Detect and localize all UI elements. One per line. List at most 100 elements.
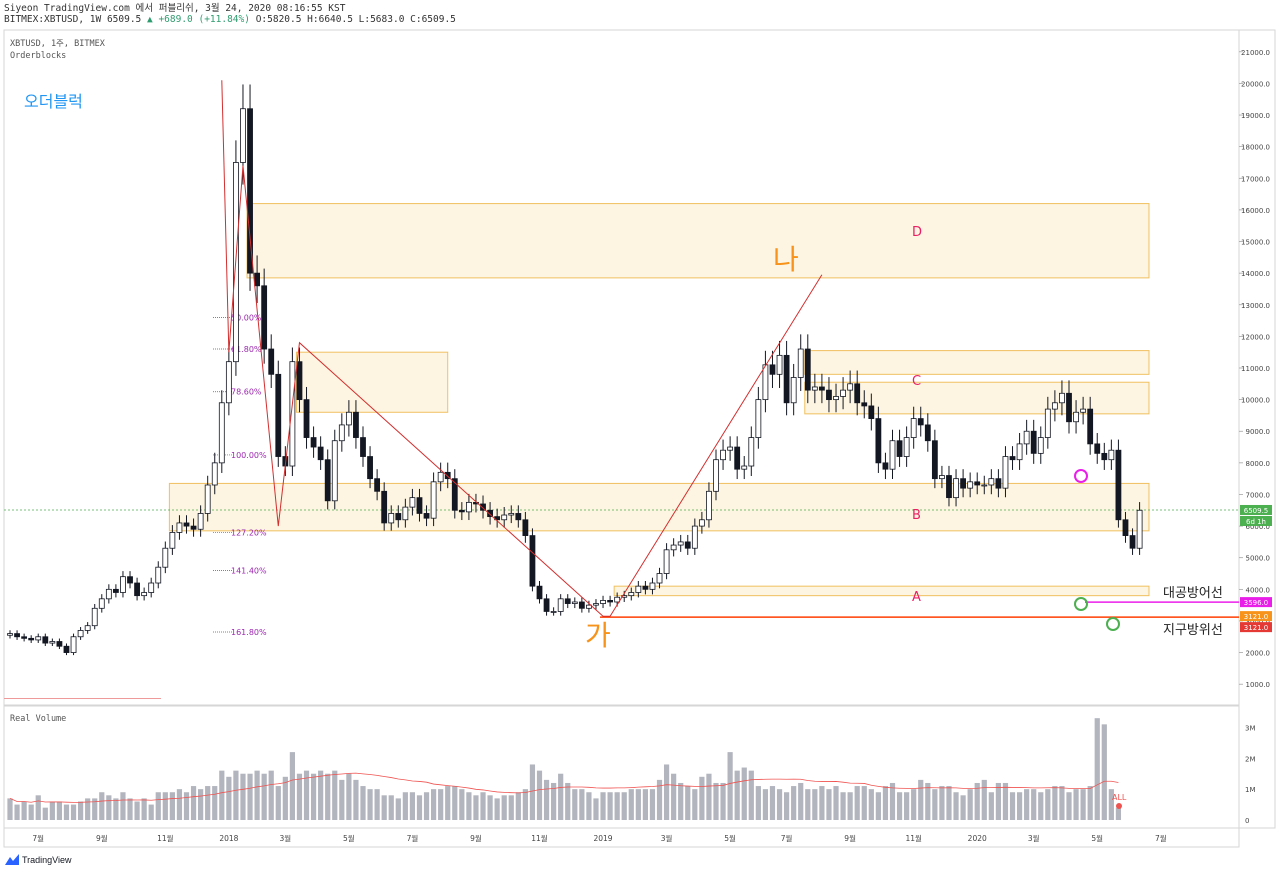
candle-body [1059, 392, 1065, 404]
volume-bar [1024, 789, 1030, 820]
candle-body [310, 437, 317, 448]
candle-body [1066, 392, 1072, 423]
volume-bar [558, 773, 564, 820]
volume-bar [346, 773, 352, 820]
candle-body [713, 459, 719, 492]
candle-body [903, 437, 910, 457]
candle-body [254, 272, 261, 287]
volume-bar [99, 792, 105, 820]
volume-bar [515, 792, 521, 820]
candle-body [487, 509, 493, 518]
candle-body [508, 513, 515, 516]
volume-bar [1038, 792, 1044, 820]
volume-bar [939, 786, 945, 820]
candle-body [642, 585, 649, 590]
time-tick-label: 9월 [470, 833, 482, 843]
candle-body [1044, 408, 1051, 438]
volume-bar [416, 795, 423, 820]
candle-body [480, 503, 486, 511]
candle-body [240, 108, 246, 163]
orderblock-zone [804, 350, 1150, 375]
candle-body [1108, 449, 1115, 461]
volume-legend[interactable]: Real Volume [10, 714, 66, 724]
candle-body [21, 636, 28, 639]
candle-body [416, 497, 423, 514]
time-tick-label: 11월 [157, 833, 174, 843]
defense-air-tag-text: 3596.0 [1244, 599, 1269, 607]
green-circle-marker [1074, 597, 1088, 611]
volume-bar [35, 795, 41, 820]
countdown-tag-text: 6d 1h [1246, 518, 1266, 526]
volume-bar [932, 789, 938, 820]
volume-bar [840, 792, 846, 820]
candle-body [1087, 408, 1094, 445]
candle-body [847, 383, 854, 391]
time-tick-label: 3월 [1028, 833, 1040, 843]
symbol-legend: XBTUSD, 1주, BITMEX [10, 39, 106, 49]
price-tick-label: 21000.0 [1241, 49, 1270, 57]
candle-body [353, 411, 359, 438]
price-tick-label: 4000.0 [1246, 586, 1271, 594]
candle-body [543, 598, 550, 612]
candle-body [727, 446, 734, 451]
candle-body [289, 361, 296, 467]
price-axis[interactable] [1238, 29, 1276, 829]
volume-bar [1087, 786, 1093, 820]
volume-bar [247, 773, 253, 820]
orange-level-tag [1240, 611, 1272, 622]
candle-body [155, 566, 162, 584]
volume-bar [911, 789, 917, 820]
candle-body [593, 603, 599, 606]
orderblock-zone [168, 482, 1150, 532]
volume-bar [988, 792, 994, 820]
all-dot [1116, 803, 1122, 809]
candle-body [656, 573, 663, 584]
volume-tick-label: 2M [1245, 755, 1256, 763]
volume-bar [183, 792, 190, 820]
volume-bar [889, 782, 896, 820]
candle-body [28, 637, 35, 641]
price-tick-label: 6000.0 [1246, 523, 1271, 531]
candle-body [56, 641, 63, 647]
time-tick-label: 2018 [219, 834, 238, 843]
zone-label-d: D [912, 225, 922, 240]
candles [7, 84, 1143, 656]
volume-bar [861, 786, 867, 820]
candle-body [317, 446, 324, 461]
volume-bar [459, 789, 465, 820]
candle-body [946, 475, 952, 499]
price-tick-label: 17000.0 [1241, 175, 1270, 183]
volume-bar [621, 792, 627, 820]
candle-body [338, 424, 345, 442]
volume-bar [565, 782, 571, 820]
volume-bar [586, 792, 592, 820]
price-tick-label: 9000.0 [1246, 428, 1271, 436]
volume-bar [678, 782, 684, 820]
candle-body [931, 440, 938, 480]
volume-bar [762, 789, 769, 820]
time-tick-label: 7월 [1155, 833, 1167, 843]
candle-body [663, 549, 670, 574]
candle-body [268, 348, 275, 375]
brand-name: TradingView [22, 855, 72, 865]
candle-body [691, 525, 698, 549]
candle-body [953, 478, 959, 499]
all-label: ALL [1112, 793, 1127, 802]
chart-canvas[interactable]: 50.00% 61.80% 78.60% 100.00% 127.20% 141.40% 1… [0, 0, 1280, 852]
candle-body [917, 418, 924, 426]
volume-bar [1073, 789, 1079, 820]
volume-bar [332, 770, 338, 820]
time-tick-label: 5월 [724, 833, 736, 843]
volume-bar [438, 789, 444, 820]
candle-body [889, 440, 896, 470]
candle-body [557, 598, 564, 612]
candle-body [120, 576, 126, 593]
indicator-legend[interactable]: Orderblocks [10, 51, 66, 61]
tradingview-logo[interactable]: TradingView [5, 854, 72, 866]
volume-bar [282, 776, 288, 820]
defense-air-tag [1240, 597, 1272, 608]
candle-body [91, 607, 98, 627]
symbol-price: BITMEX:XBTUSD, 1W 6509.5 [4, 14, 142, 25]
candle-body [1080, 408, 1087, 413]
time-axis[interactable] [3, 827, 1240, 848]
